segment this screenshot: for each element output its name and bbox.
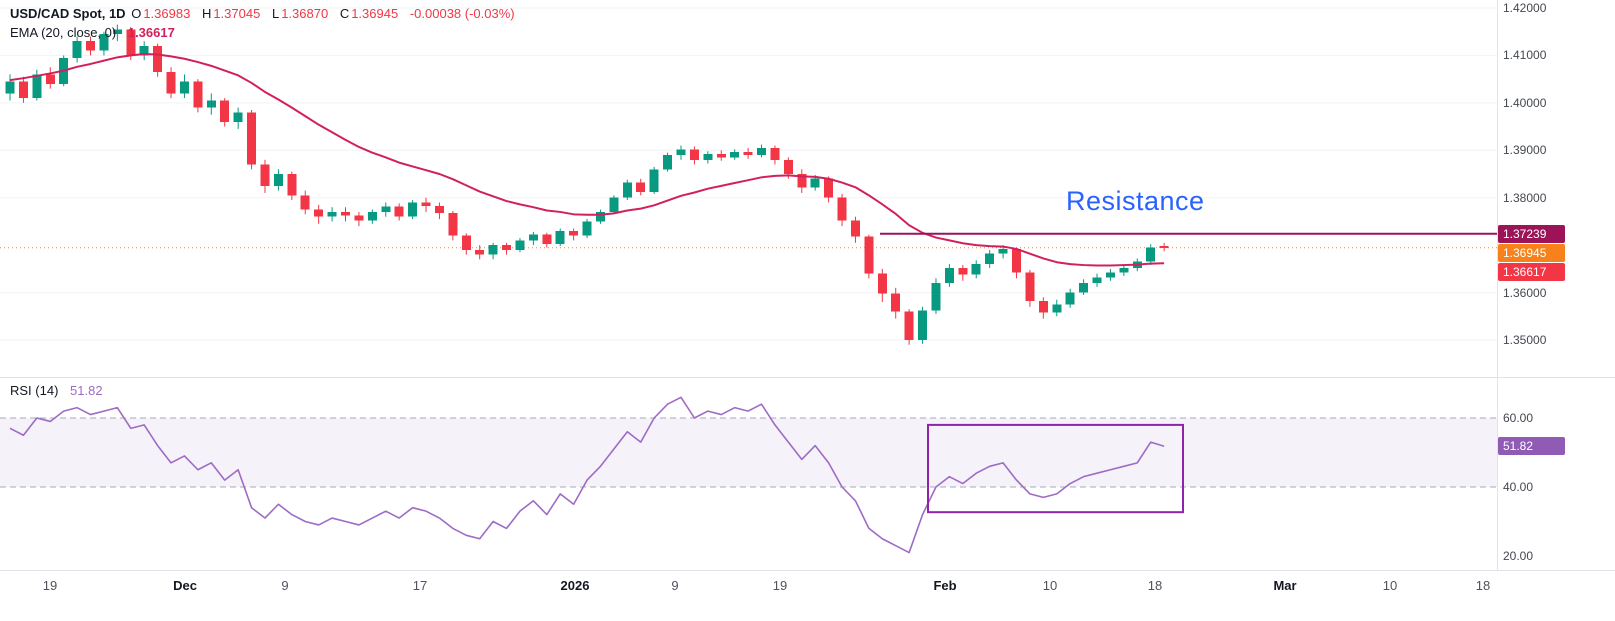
price-tick-label: 1.40000 — [1503, 95, 1547, 110]
price-tick-label: 1.41000 — [1503, 48, 1547, 63]
symbol-legend[interactable]: USD/CAD Spot, 1D O 1.36983 H 1.37045 L 1.36… — [10, 6, 517, 21]
price-tick-label: 1.39000 — [1503, 143, 1547, 158]
grid-lines — [0, 7, 1497, 341]
time-tick-label: Mar — [1273, 578, 1297, 593]
rsi-highlight-box — [927, 423, 1184, 514]
price-tick-label: 1.35000 — [1503, 333, 1547, 347]
time-tick-label: 9 — [281, 578, 289, 593]
rsi-tick-label: 20.00 — [1503, 549, 1534, 563]
price-badge: 1.36945 — [1498, 243, 1565, 262]
candles — [5, 24, 1169, 345]
pane-separators — [0, 0, 1615, 571]
rsi-value: 51.82 — [70, 383, 103, 398]
high-value: 1.37045 — [213, 6, 261, 21]
open-value: 1.36983 — [143, 6, 191, 21]
time-tick-label: 17 — [412, 578, 428, 593]
rsi-band — [0, 417, 1497, 488]
ema-legend[interactable]: EMA (20, close, 0) 1.36617 — [10, 25, 177, 40]
ema-value: 1.36617 — [127, 25, 175, 40]
time-tick-label: Dec — [173, 578, 197, 593]
price-badge: 1.36617 — [1498, 262, 1565, 281]
time-tick-label: Feb — [933, 578, 957, 593]
symbol-title: USD/CAD Spot, 1D — [10, 6, 126, 21]
time-tick-label: 18 — [1475, 578, 1491, 593]
rsi-line — [9, 396, 1165, 554]
time-tick-label: 10 — [1382, 578, 1398, 593]
time-tick-label: 19 — [772, 578, 788, 593]
open-label: O — [131, 6, 142, 21]
low-value: 1.36870 — [281, 6, 329, 21]
price-tick-label: 1.42000 — [1503, 1, 1547, 15]
price-tick-label: 1.38000 — [1503, 190, 1547, 205]
resistance-annotation[interactable]: Resistance — [1066, 186, 1205, 216]
rsi-tick-label: 40.00 — [1503, 480, 1534, 494]
low-label: L — [271, 6, 280, 21]
rsi-legend[interactable]: RSI (14) 51.82 — [10, 383, 105, 398]
time-tick-label: 19 — [42, 578, 58, 593]
close-label: C — [339, 6, 350, 21]
price-badge: 51.82 — [1498, 437, 1565, 456]
ema-label: EMA (20, close, 0) — [10, 25, 117, 40]
rsi-tick-label: 60.00 — [1503, 411, 1534, 425]
time-tick-label: 10 — [1042, 578, 1058, 593]
close-value: 1.36945 — [351, 6, 399, 21]
price-badge: 1.37239 — [1498, 224, 1565, 243]
rsi-label: RSI (14) — [10, 383, 59, 398]
change-value: -0.00038 (-0.03%) — [409, 6, 515, 21]
ema-line — [9, 53, 1165, 267]
time-tick-label: 2026 — [560, 578, 590, 593]
time-tick-label: 18 — [1147, 578, 1163, 593]
time-tick-label: 9 — [671, 578, 679, 593]
high-label: H — [201, 6, 212, 21]
price-tick-label: 1.36000 — [1503, 285, 1547, 300]
